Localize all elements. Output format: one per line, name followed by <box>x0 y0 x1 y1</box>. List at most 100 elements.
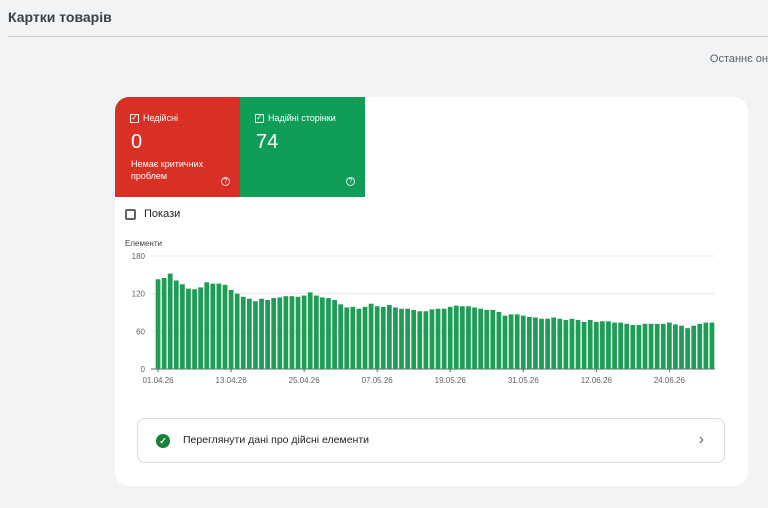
chart-bar <box>368 303 374 369</box>
chart-bar <box>478 308 484 369</box>
x-tick-label: 25.04.26 <box>289 376 321 385</box>
chart-bar <box>618 322 624 369</box>
help-icon[interactable]: ? <box>221 177 230 186</box>
chart-bar <box>460 306 465 369</box>
chart-bar <box>204 282 210 369</box>
chart-bar <box>654 323 660 369</box>
chart-bar <box>697 323 703 369</box>
chart-bar <box>496 311 502 369</box>
view-valid-items-button[interactable]: ✓ Переглянути дані про дійсні елементи › <box>137 418 725 463</box>
valid-pages-tile[interactable]: ✓ Надійні сторінки 74 ? <box>240 97 365 197</box>
chart-bar <box>429 309 435 369</box>
chart-bar <box>320 297 325 369</box>
chart-bar <box>660 323 666 369</box>
chevron-right-icon: › <box>698 431 704 448</box>
invalid-tile-label: Недійсні <box>143 113 179 123</box>
chart-bar <box>581 321 587 369</box>
header-divider <box>8 36 768 37</box>
chart-bar <box>399 308 404 369</box>
chart-bar <box>180 284 185 369</box>
chart-bar <box>612 322 617 369</box>
chart-bar <box>600 321 605 369</box>
chart-bar <box>648 323 654 369</box>
invalid-note: Немає критичних проблем <box>131 159 204 181</box>
chart-bar <box>313 295 319 369</box>
chart-bar <box>289 296 295 369</box>
chart-bar <box>167 273 173 369</box>
y-tick-label: 60 <box>136 327 145 336</box>
chart-bar <box>545 318 550 369</box>
chart-bar <box>484 309 490 369</box>
chart-bar <box>161 277 167 369</box>
chart-bar <box>691 325 697 369</box>
chart-bar <box>393 307 398 369</box>
chart-bar <box>606 321 611 369</box>
items-bar-chart: Елементи 0 60 120 180 01.04.26 13.04.26 25.04.2… <box>125 239 715 385</box>
chart-bar <box>210 283 216 369</box>
chart-bar <box>198 287 204 369</box>
chart-bar <box>234 293 240 369</box>
invalid-count: 0 <box>131 131 143 153</box>
chart-bar <box>557 318 563 369</box>
valid-count: 74 <box>256 131 279 153</box>
last-updated-text: Останнє он <box>709 53 768 65</box>
chart-bar <box>277 297 283 369</box>
chart-bar <box>362 306 368 369</box>
checkbox-checked-icon[interactable]: ✓ <box>255 113 264 123</box>
chart-bar <box>222 284 228 369</box>
valid-tile-label: Надійні сторінки <box>268 113 336 123</box>
x-tick-label: 24.06.26 <box>654 376 686 385</box>
checkbox-checked-icon[interactable]: ✓ <box>130 113 139 123</box>
chart-bar <box>423 311 429 369</box>
invalid-tile-header: ✓ Недійсні <box>130 113 178 123</box>
chart-bar <box>307 292 313 369</box>
chart-bar <box>283 296 289 369</box>
chart-bar <box>514 314 520 369</box>
chart-bar <box>630 325 636 369</box>
chart-bar <box>350 306 356 369</box>
chart-bar <box>526 316 532 369</box>
chart-bar <box>587 320 593 369</box>
chart-bar <box>265 299 270 369</box>
items-chart: Елементи 0 60 120 180 01.04.26 13.04.26 25.04.2… <box>115 237 748 387</box>
chart-bar <box>575 320 581 369</box>
help-icon[interactable]: ? <box>346 177 355 186</box>
view-valid-items-label: Переглянути дані про дійсні елементи <box>183 434 370 446</box>
chart-bar <box>173 280 179 369</box>
chart-bar <box>551 317 557 369</box>
chart-bar <box>216 283 222 369</box>
invalid-items-tile[interactable]: ✓ Недійсні 0 Немає критичних проблем ? <box>115 97 240 197</box>
chart-bar <box>642 323 648 369</box>
chart-bar <box>466 306 471 369</box>
chart-bar <box>624 323 630 369</box>
report-card: ✓ Недійсні 0 Немає критичних проблем ? ✓… <box>115 97 748 486</box>
chart-bar <box>636 325 642 369</box>
chart-bar <box>520 315 526 369</box>
chart-bar <box>356 308 362 369</box>
chart-bar <box>192 289 197 369</box>
x-tick-label: 07.05.26 <box>362 376 394 385</box>
chart-bar <box>186 288 191 369</box>
chart-bar <box>508 314 514 369</box>
checkbox-unchecked-icon[interactable] <box>125 208 136 220</box>
top-bar: Картки товарів <box>0 0 768 36</box>
y-tick-label: 0 <box>141 365 146 374</box>
chart-bar <box>246 298 252 369</box>
chart-bar <box>563 320 569 369</box>
chart-bar <box>332 299 337 369</box>
impressions-toggle[interactable]: Покази <box>125 208 180 220</box>
chart-bar <box>228 289 234 369</box>
chart-bar <box>380 306 386 369</box>
chart-bar <box>703 322 709 369</box>
chart-bar <box>709 322 715 369</box>
chart-bar <box>679 325 684 369</box>
chart-bar <box>405 308 410 369</box>
chart-bar <box>673 324 678 369</box>
chart-bar <box>295 296 301 369</box>
chart-bar <box>453 305 459 369</box>
chart-bar <box>271 298 277 369</box>
impressions-label: Покази <box>144 208 181 220</box>
chart-bar <box>326 298 331 369</box>
chart-bar <box>386 304 392 369</box>
chart-bar <box>253 301 258 369</box>
